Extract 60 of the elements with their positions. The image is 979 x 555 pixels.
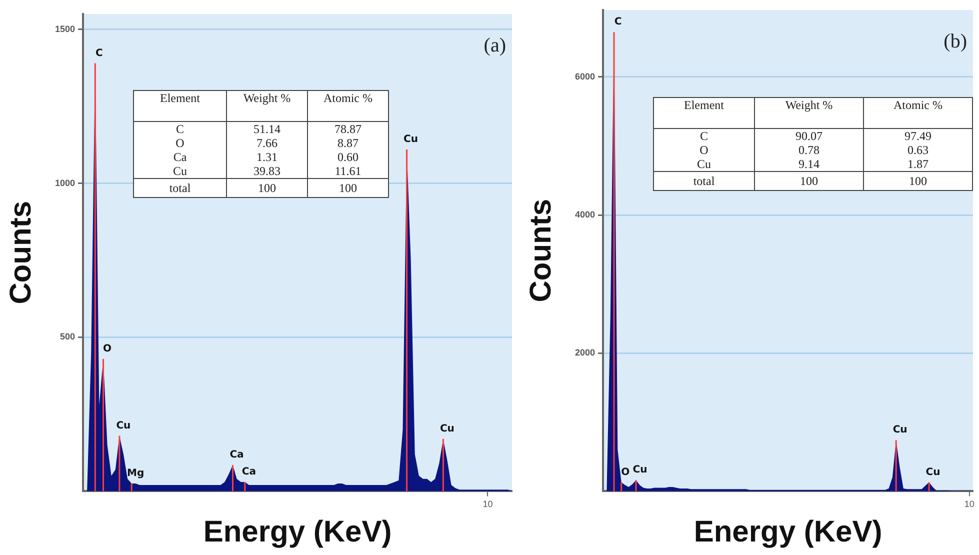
data-label: Cu (116, 420, 131, 432)
annotation: Atomic % (864, 98, 972, 128)
data-label: Mg (127, 468, 144, 480)
x-axis-title: Energy (KeV) (694, 515, 882, 548)
annotation: 39.83 (226, 164, 308, 178)
y-tick-label: 2000 (574, 348, 596, 358)
annotation: Cu (654, 157, 754, 172)
y-tick-label: 6000 (574, 71, 596, 82)
annotation: C (654, 128, 754, 143)
annotation: 100 (226, 178, 308, 198)
annotation: 90.07 (754, 128, 864, 143)
annotation: 78.87 (308, 122, 388, 136)
data-label: O (621, 466, 630, 478)
text: (a) (484, 34, 506, 56)
annotation: Atomic % (308, 90, 388, 122)
data-label: C (614, 16, 622, 28)
annotation: O (134, 136, 226, 150)
annotation: 51.14 (226, 122, 308, 136)
annotation: 9.14 (754, 157, 864, 172)
y-tick-label: 1000 (54, 178, 76, 188)
y-tick-label: 4000 (574, 210, 596, 220)
y-tick-label: 1500 (54, 24, 76, 34)
annotation: 0.78 (754, 143, 864, 157)
data-label: Cu (440, 423, 454, 434)
y-axis-title: Counts (4, 200, 38, 304)
data-label: Cu (632, 464, 648, 476)
y-tick-label: 500 (60, 332, 76, 342)
data-label: Cu (926, 466, 940, 478)
annotation: 11.61 (308, 164, 388, 178)
annotation: Weight % (226, 90, 308, 122)
data-label: Ca (230, 450, 244, 461)
data-label: Cu (892, 424, 908, 436)
annotation: 8.87 (308, 136, 388, 150)
annotation: 97.49 (864, 128, 972, 143)
annotation: 100 (308, 178, 388, 198)
annotation: Element (654, 98, 754, 128)
annotation: 0.63 (864, 143, 972, 157)
annotation: 7.66 (226, 136, 308, 150)
annotation: 1.87 (864, 157, 972, 172)
annotation: 0.60 (308, 150, 388, 164)
annotation: 100 (754, 172, 864, 190)
annotation: O (654, 143, 754, 157)
data-label: Ca (242, 466, 256, 478)
text: (b) (944, 30, 967, 52)
data-label: C (95, 48, 103, 59)
annotation: Ca (134, 150, 226, 164)
data-label: Cu (404, 134, 418, 146)
annotation: total (654, 172, 754, 190)
x-tick-label: 10 (964, 499, 974, 510)
y-axis-title: Counts (524, 198, 558, 302)
annotation: 100 (864, 172, 972, 190)
annotation: Cu (134, 164, 226, 178)
annotation: Element (134, 90, 226, 122)
x-axis-title: Energy (KeV) (203, 515, 392, 548)
x-tick-label: 10 (482, 499, 493, 510)
annotation: C (134, 122, 226, 136)
annotation: 1.31 (226, 150, 308, 164)
data-label: O (103, 343, 112, 354)
annotation: Weight % (754, 98, 864, 128)
annotation: total (134, 178, 226, 198)
